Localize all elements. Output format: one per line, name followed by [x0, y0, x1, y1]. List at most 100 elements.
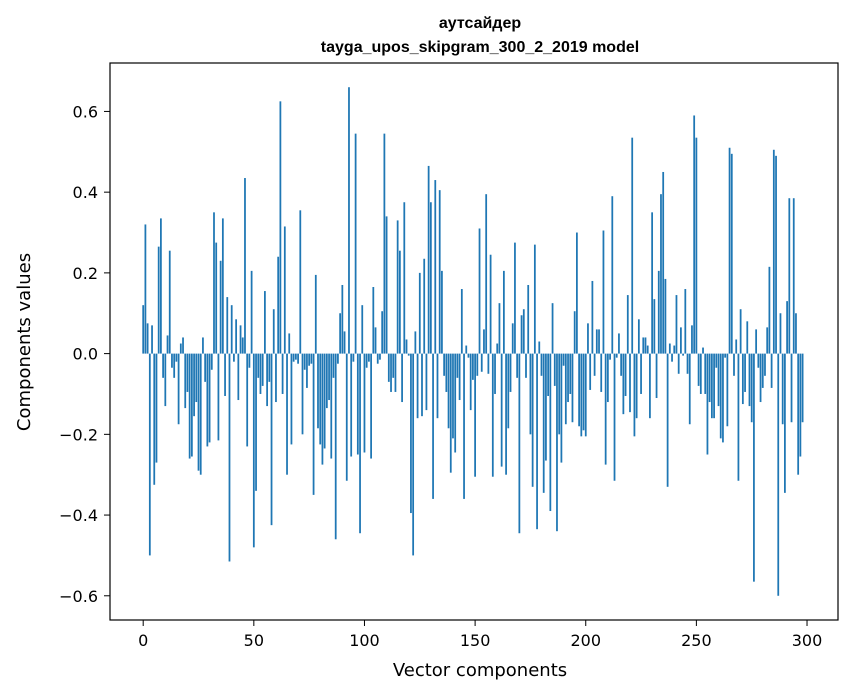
- bar-component-282: [766, 327, 769, 354]
- bar-component-34: [217, 353, 220, 441]
- bar-component-79: [317, 353, 319, 429]
- bar-component-149: [472, 353, 474, 380]
- bar-component-278: [757, 353, 760, 368]
- bar-component-4: [151, 325, 153, 354]
- bar-component-131: [432, 353, 434, 499]
- bar-component-241: [675, 295, 678, 354]
- bar-component-191: [564, 353, 567, 425]
- bar-component-156: [487, 353, 490, 374]
- bar-component-198: [580, 353, 583, 437]
- bar-component-257: [710, 353, 713, 419]
- bar-component-228: [646, 345, 649, 354]
- bar-component-86: [332, 353, 335, 378]
- bar-component-208: [602, 230, 605, 354]
- bar-component-142: [456, 353, 459, 378]
- bar-component-179: [538, 341, 541, 354]
- bar-component-163: [502, 270, 505, 354]
- bar-component-213: [613, 353, 616, 481]
- bar-component-197: [578, 353, 580, 427]
- bar-component-102: [368, 353, 370, 362]
- bar-component-167: [511, 323, 514, 354]
- bar-component-189: [560, 353, 563, 463]
- bar-component-261: [719, 353, 722, 439]
- bar-component-220: [629, 353, 631, 413]
- bar-component-258: [713, 353, 715, 419]
- bar-component-39: [228, 353, 231, 562]
- bar-component-73: [303, 353, 306, 370]
- bar-component-72: [301, 353, 304, 435]
- bar-component-233: [657, 270, 660, 354]
- y-tick-label: 0.2: [73, 264, 98, 283]
- bar-component-105: [374, 327, 377, 354]
- bar-component-172: [522, 309, 525, 354]
- bar-component-269: [737, 353, 740, 481]
- bar-component-25: [197, 353, 200, 471]
- bar-component-260: [717, 353, 720, 407]
- bar-component-286: [775, 155, 777, 354]
- bar-component-157: [489, 254, 492, 354]
- bar-component-146: [465, 345, 468, 354]
- bar-component-280: [761, 353, 764, 388]
- bar-component-80: [319, 353, 322, 445]
- bar-component-70: [297, 353, 299, 364]
- bar-component-123: [414, 331, 417, 354]
- bar-component-296: [797, 353, 800, 475]
- bar-component-33: [215, 242, 218, 354]
- bar-component-130: [429, 202, 432, 354]
- bar-component-116: [398, 250, 401, 354]
- x-tick-label: 150: [460, 631, 491, 650]
- bar-component-21: [188, 353, 191, 459]
- bar-component-159: [494, 353, 496, 394]
- bar-component-64: [283, 226, 286, 354]
- bar-component-254: [704, 353, 707, 394]
- x-tick-label: 50: [244, 631, 264, 650]
- y-tick-label: −0.2: [59, 425, 98, 444]
- bar-component-249: [693, 115, 696, 354]
- bar-component-275: [750, 353, 753, 423]
- bar-component-16: [177, 353, 180, 425]
- bar-component-182: [545, 353, 547, 461]
- bar-component-76: [310, 353, 313, 364]
- bar-component-117: [401, 353, 403, 403]
- bar-component-50: [252, 353, 255, 548]
- bar-component-281: [764, 353, 766, 376]
- bar-component-6: [155, 353, 158, 463]
- bar-component-150: [474, 353, 476, 477]
- bar-component-8: [160, 218, 162, 354]
- bar-component-37: [224, 353, 226, 396]
- bar-component-55: [264, 291, 266, 354]
- bar-component-162: [500, 353, 503, 467]
- bar-component-28: [204, 353, 207, 382]
- bar-component-238: [668, 343, 671, 354]
- bar-component-236: [664, 278, 667, 354]
- bar-component-68: [292, 353, 295, 362]
- bar-component-108: [381, 311, 384, 354]
- bar-component-29: [206, 353, 209, 447]
- bar-component-113: [392, 353, 395, 378]
- bar-component-193: [569, 353, 572, 394]
- bar-component-17: [179, 343, 182, 354]
- bar-component-110: [385, 216, 388, 354]
- bar-component-24: [195, 353, 198, 403]
- bar-component-52: [257, 353, 260, 378]
- bar-component-232: [655, 353, 658, 399]
- x-axis: 0 50 100 150 200 250 300: [138, 620, 822, 650]
- bar-component-87: [334, 353, 337, 540]
- bar-component-200: [584, 353, 587, 437]
- bar-component-291: [786, 301, 788, 354]
- bar-component-250: [695, 137, 698, 354]
- bar-component-270: [739, 309, 742, 354]
- bar-component-93: [348, 87, 350, 354]
- plot-frame: [109, 62, 839, 621]
- bar-component-242: [677, 353, 680, 374]
- bar-component-214: [615, 353, 618, 358]
- bar-component-266: [730, 153, 733, 354]
- bar-component-217: [622, 353, 625, 415]
- bar-component-152: [478, 228, 481, 354]
- bar-component-205: [595, 329, 598, 354]
- bar-component-221: [631, 137, 634, 354]
- bar-component-88: [337, 353, 339, 364]
- bar-component-67: [290, 353, 293, 445]
- bar-component-83: [325, 353, 328, 409]
